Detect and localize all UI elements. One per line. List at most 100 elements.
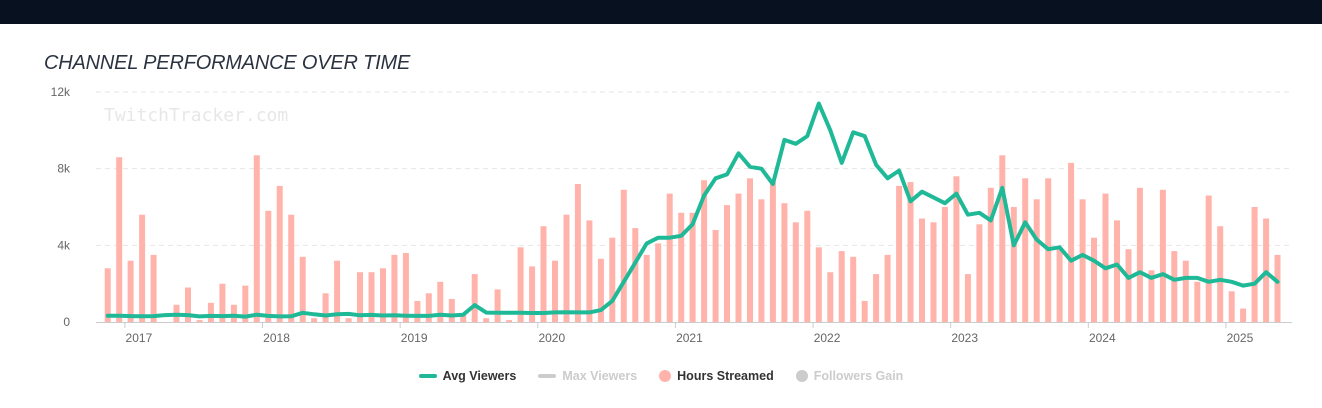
x-tick-label: 2025 [1227, 331, 1254, 345]
hours-streamed-bar [345, 318, 352, 322]
hours-streamed-bar [1251, 207, 1258, 322]
hours-streamed-bar [643, 254, 650, 322]
x-tick-label: 2024 [1089, 331, 1116, 345]
hours-streamed-bar [758, 199, 765, 322]
hours-streamed-bar [792, 222, 799, 322]
hours-streamed-bar [815, 247, 822, 323]
hours-streamed-bar [987, 187, 994, 322]
max-viewers-swatch [538, 374, 557, 378]
hours-streamed-bar [104, 268, 111, 322]
hours-streamed-bar [964, 274, 971, 322]
x-tick-label: 2019 [401, 331, 428, 345]
hours-streamed-bar [712, 230, 719, 322]
hours-streamed-bar [391, 254, 398, 322]
hours-streamed-bar [563, 214, 570, 322]
x-tick-label: 2021 [676, 331, 703, 345]
hours-streamed-bar [1022, 178, 1029, 323]
hours-streamed-bar [196, 320, 203, 322]
hours-streamed-bar [1171, 251, 1178, 322]
hours-streamed-bar [1194, 281, 1201, 323]
hours-streamed-bar [999, 155, 1006, 323]
hours-streamed-bar [253, 155, 260, 323]
hours-streamed-bar [804, 210, 811, 322]
hours-streamed-bar [127, 260, 134, 322]
hours-streamed-bar [1114, 220, 1120, 322]
hours-streamed-bar [873, 274, 880, 322]
hours-streamed-bar [781, 203, 788, 322]
hours-streamed-bar [311, 318, 318, 322]
x-tick-label: 2022 [814, 331, 841, 345]
legend-followers-gain[interactable]: Followers Gain [795, 369, 904, 383]
hours-streamed-bar [1136, 187, 1143, 322]
hours-streamed-bar [620, 189, 627, 323]
hours-streamed-bar [1182, 260, 1189, 322]
hours-streamed-bar [265, 210, 272, 322]
hours-streamed-bar [460, 314, 467, 322]
hours-streamed-bar [827, 272, 834, 322]
hours-streamed-bar [402, 253, 409, 322]
hours-streamed-bar [1159, 189, 1166, 323]
hours-streamed-bar [471, 274, 478, 322]
hours-streamed-bar [769, 182, 776, 322]
hours-streamed-bar [276, 185, 283, 322]
hours-streamed-bar [506, 320, 513, 322]
avg-viewers-swatch [418, 374, 437, 378]
hours-streamed-bar [230, 304, 237, 323]
avg-viewers-series-line [105, 101, 1280, 319]
hours-streamed-bar [116, 157, 123, 322]
hours-streamed-bar [448, 299, 455, 322]
hours-streamed-bar [380, 268, 386, 322]
hours-streamed-bar [655, 243, 662, 322]
hours-streamed-bar [747, 178, 753, 323]
hours-streamed-bar [322, 293, 329, 323]
hours-streamed-bar [1068, 162, 1075, 322]
hours-streamed-bar [941, 207, 948, 322]
chart-title: CHANNEL PERFORMANCE OVER TIME [44, 52, 411, 74]
hours-streamed-bar [1217, 226, 1224, 322]
y-tick-label: 0 [63, 315, 70, 329]
hours-streamed-bar [1033, 199, 1040, 322]
hours-streamed-bar [609, 237, 616, 322]
legend-label: Followers Gain [813, 369, 904, 383]
y-axis-labels: 0 4k 8k 12k [51, 85, 71, 329]
hours-streamed-bar [666, 193, 673, 322]
legend-avg-viewers[interactable]: Avg Viewers [418, 369, 516, 383]
x-axis: 2017 2018 2019 2020 2021 2022 2023 2024 2025 [96, 322, 1292, 345]
y-tick-label: 12k [51, 85, 71, 99]
top-navigation-bar [0, 0, 1322, 24]
hours-streamed-bar [1102, 193, 1109, 322]
hours-streamed-bar [896, 185, 903, 322]
hours-streamed-bar [357, 272, 363, 322]
hours-streamed-bar [1274, 254, 1281, 322]
watermark-text: TwitchTracker.com [104, 105, 288, 126]
hours-streamed-bar [574, 184, 581, 322]
hours-streamed-bar [632, 228, 639, 322]
hours-streamed-bar [437, 281, 444, 323]
hours-streamed-bar [185, 287, 191, 322]
hours-streamed-bar [919, 218, 925, 322]
hours-streamed-bar [930, 222, 937, 322]
hours-streamed-bar [1240, 308, 1247, 322]
hours-streamed-bar [735, 193, 742, 322]
hours-streamed-bars [104, 155, 1281, 323]
hours-streamed-bar [678, 212, 685, 323]
x-tick-label: 2018 [263, 331, 290, 345]
hours-streamed-bar [953, 176, 960, 322]
hours-streamed-bar [150, 254, 157, 322]
x-tick-label: 2023 [951, 331, 978, 345]
hours-streamed-bar [1148, 270, 1155, 323]
legend-hours-streamed[interactable]: Hours Streamed [659, 369, 774, 383]
hours-streamed-bar [701, 180, 708, 322]
hours-streamed-bar [1205, 195, 1212, 322]
hours-streamed-bar [207, 302, 214, 322]
legend-label: Hours Streamed [677, 369, 774, 383]
hours-streamed-bar [1010, 207, 1017, 322]
y-tick-label: 8k [57, 162, 71, 176]
hours-streamed-bar [1091, 237, 1097, 322]
legend-max-viewers[interactable]: Max Viewers [538, 369, 637, 383]
hours-streamed-bar [597, 258, 604, 323]
hours-streamed-bar [838, 251, 845, 322]
hours-streamed-bar [861, 300, 868, 322]
hours-streamed-swatch [659, 370, 672, 382]
